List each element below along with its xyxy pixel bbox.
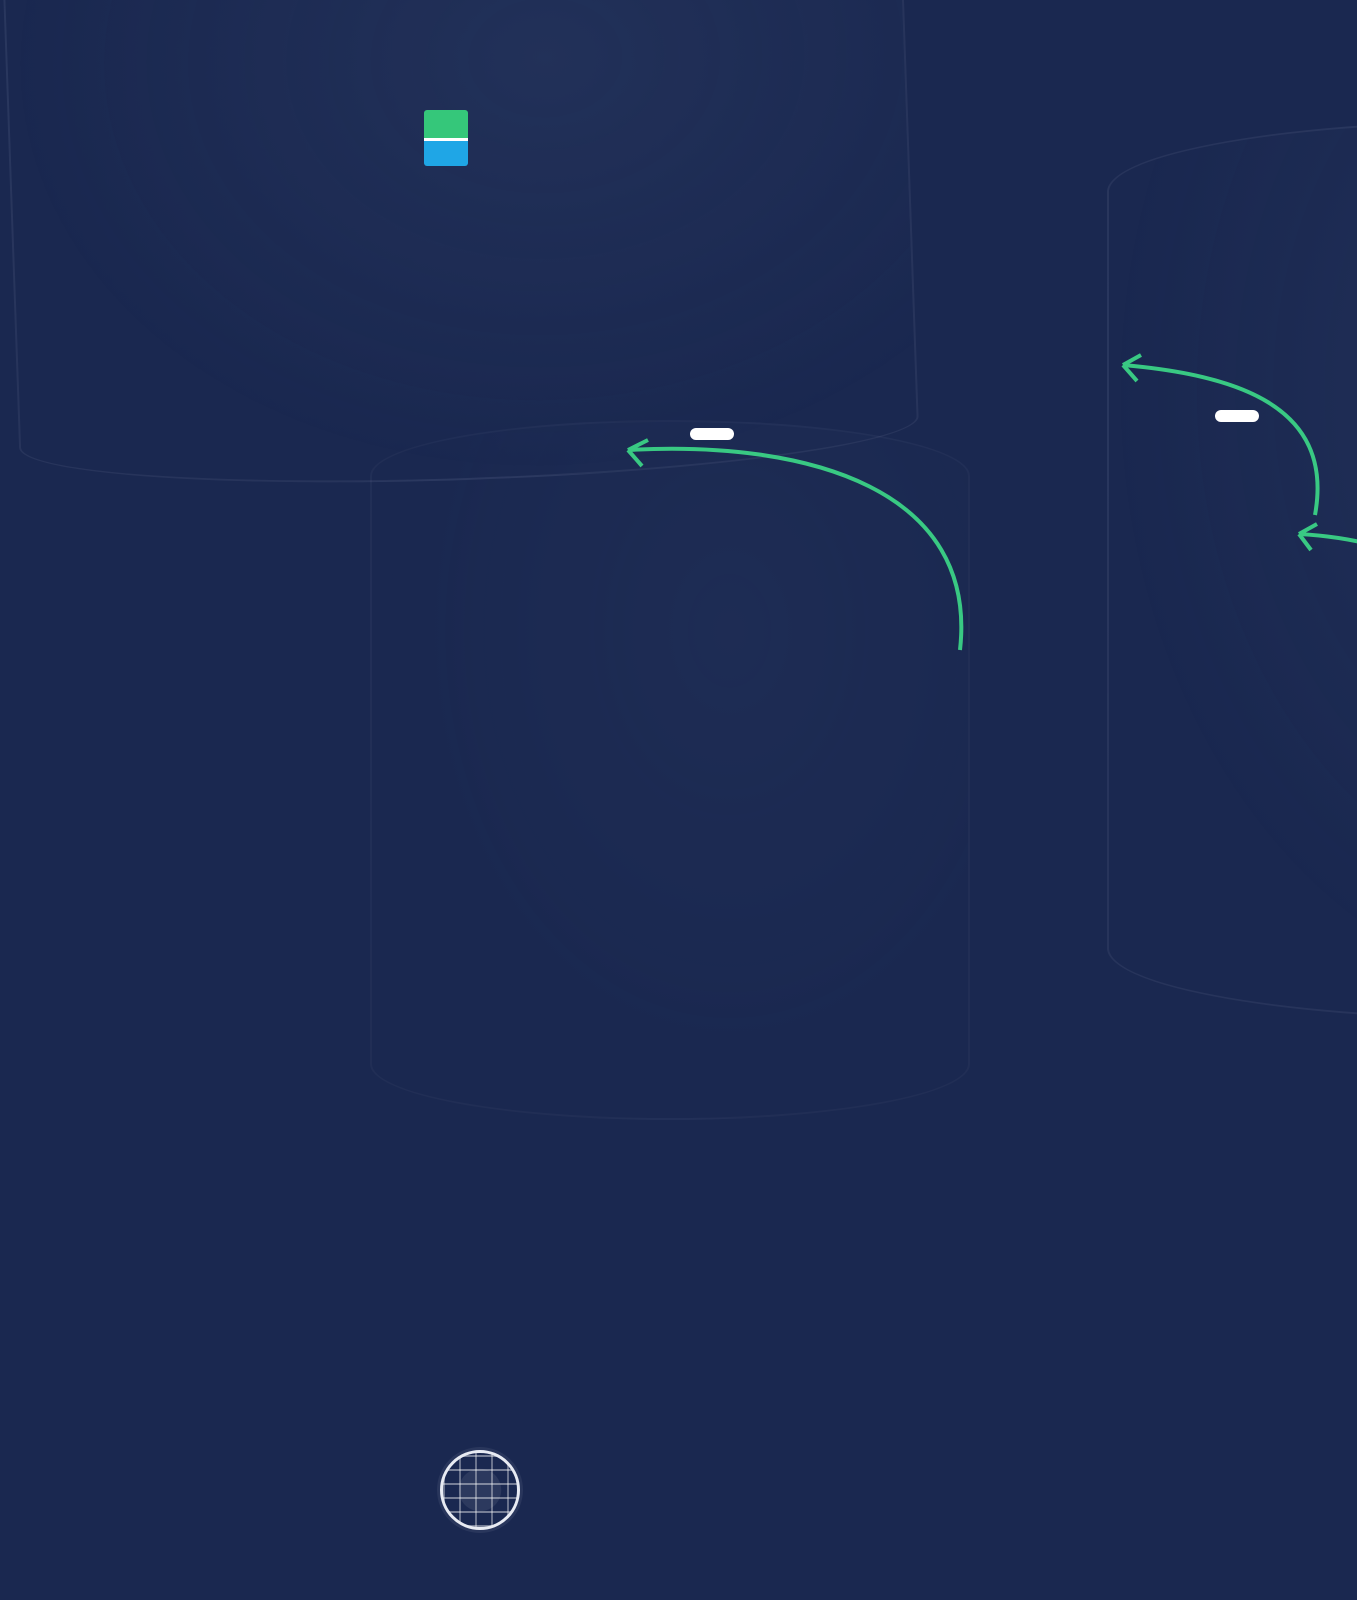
pct-change-badge <box>905 410 949 422</box>
publisher-logo <box>130 1450 228 1530</box>
quarterly-chart <box>80 340 635 1330</box>
legend-item-base <box>100 1366 148 1400</box>
legend-swatch-base <box>114 1366 148 1400</box>
aramco-logo-mark-icon <box>114 110 158 166</box>
aramco-logo <box>100 110 158 166</box>
legend <box>100 1366 1257 1400</box>
pct-change-badge <box>380 428 424 440</box>
y-axis-bar <box>1237 340 1287 1240</box>
globe-icon <box>130 1450 210 1530</box>
annual-chart <box>675 340 1277 1330</box>
legend-swatch-perf <box>1223 1366 1257 1400</box>
legend-item-perf <box>1209 1366 1257 1400</box>
pct-change-badge <box>1070 570 1114 582</box>
